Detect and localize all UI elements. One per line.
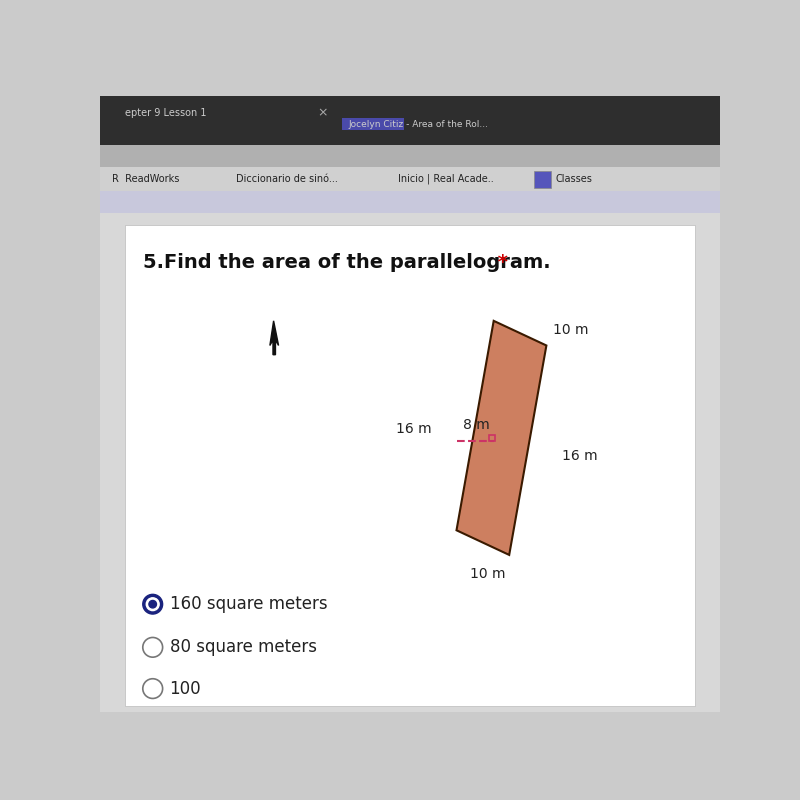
Text: 10 m: 10 m [553,323,588,337]
Text: 16 m: 16 m [396,422,432,436]
FancyBboxPatch shape [100,146,720,167]
Text: 10 m: 10 m [470,567,506,582]
Text: 8 m: 8 m [462,418,490,432]
Text: 5.Find the area of the parallelogram.: 5.Find the area of the parallelogram. [143,253,551,272]
Text: 100: 100 [170,679,201,698]
Circle shape [146,598,159,610]
Polygon shape [457,321,546,555]
Text: Diccionario de sinó...: Diccionario de sinó... [237,174,338,184]
Text: R  ReadWorks: R ReadWorks [112,174,180,184]
Circle shape [142,594,162,614]
FancyBboxPatch shape [125,226,695,706]
Text: Jocelyn Citiz - Area of the Rol...: Jocelyn Citiz - Area of the Rol... [348,119,488,129]
Text: ×: × [317,106,327,120]
Polygon shape [270,321,278,354]
Text: Classes: Classes [556,174,593,184]
Text: 160 square meters: 160 square meters [170,595,327,613]
FancyBboxPatch shape [100,191,720,213]
Circle shape [149,601,157,608]
FancyBboxPatch shape [534,171,551,188]
Text: epter 9 Lesson 1: epter 9 Lesson 1 [125,108,206,118]
Circle shape [142,678,162,698]
FancyBboxPatch shape [100,213,720,712]
FancyBboxPatch shape [100,96,720,146]
Text: *: * [490,253,507,272]
Text: 16 m: 16 m [562,450,598,463]
Text: 80 square meters: 80 square meters [170,638,317,656]
FancyBboxPatch shape [100,167,720,191]
FancyBboxPatch shape [342,118,404,130]
Text: Inicio | Real Acade..: Inicio | Real Acade.. [398,174,494,185]
Circle shape [142,638,162,657]
